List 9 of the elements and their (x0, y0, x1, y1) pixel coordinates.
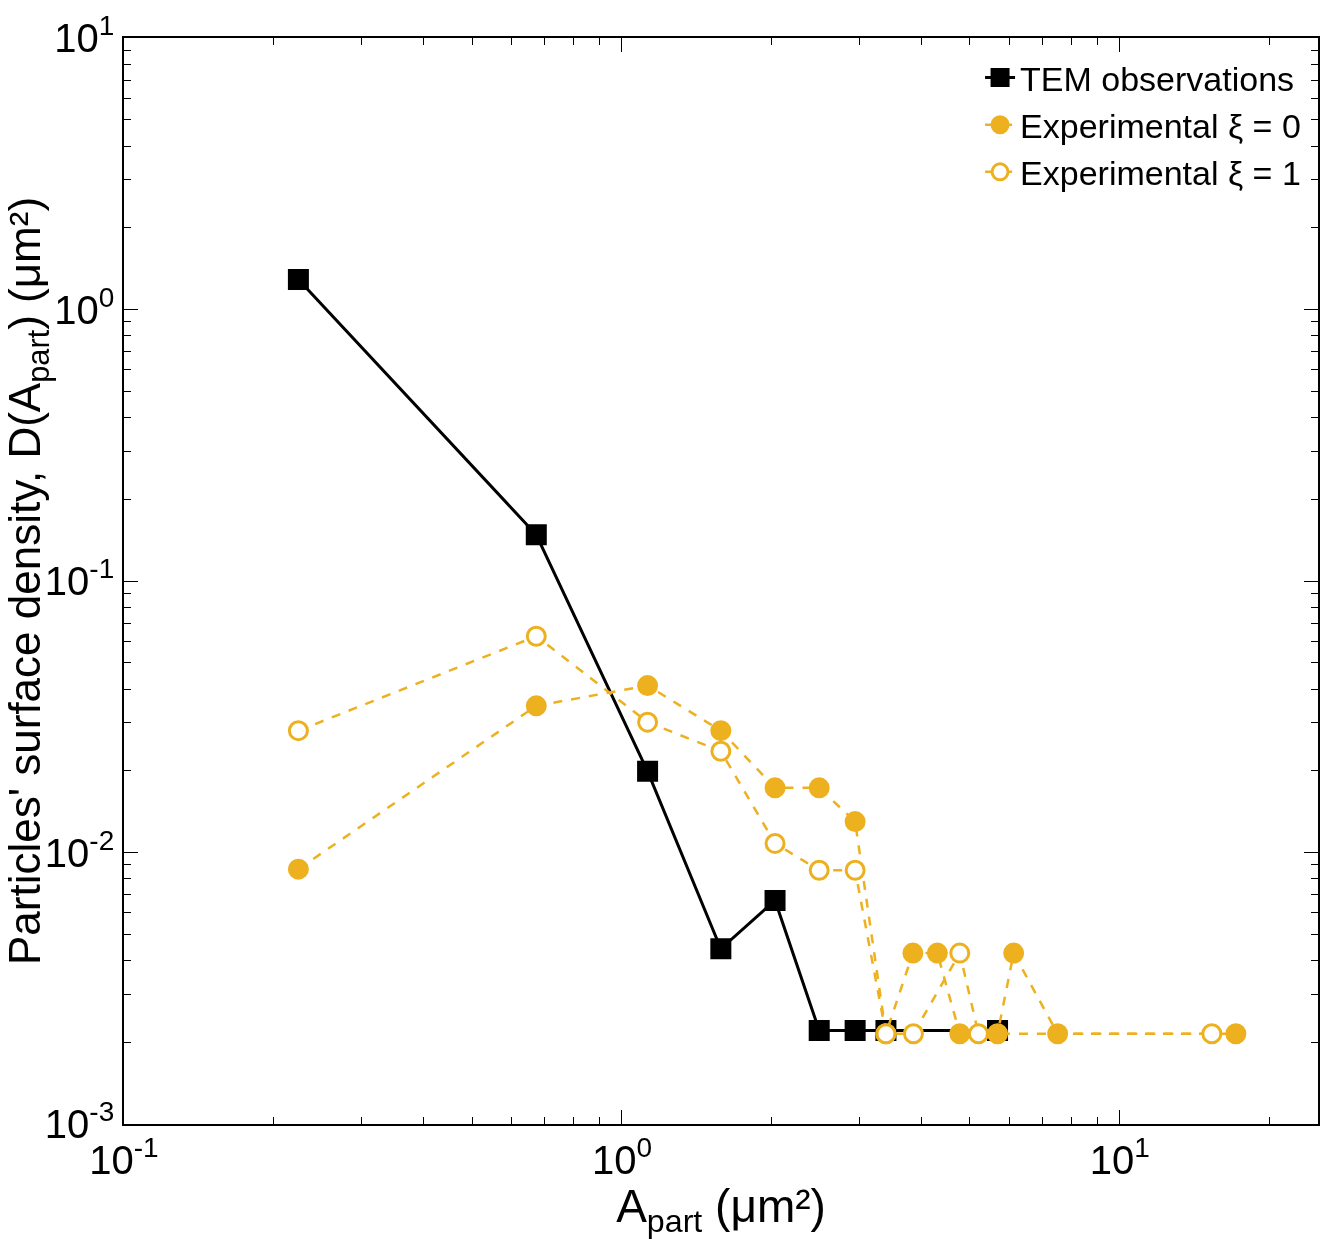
x-tick-label: 10$^{0}$ (591, 1131, 652, 1182)
x-axis-title: A$_{part}$ (μm²) (616, 1180, 826, 1239)
y-tick-label: 10$^{1}$ (54, 10, 115, 60)
legend-label: Experimental ξ = 0 (1020, 106, 1301, 145)
x-tick-label: 10$^{1}$ (1089, 1131, 1150, 1182)
legend-label: TEM observations (1020, 59, 1295, 98)
y-tick-label: 10$^{0}$ (54, 281, 115, 332)
y-tick-label: 10$^{-1}$ (44, 553, 115, 603)
legend-label: Experimental ξ = 1 (1020, 154, 1301, 193)
